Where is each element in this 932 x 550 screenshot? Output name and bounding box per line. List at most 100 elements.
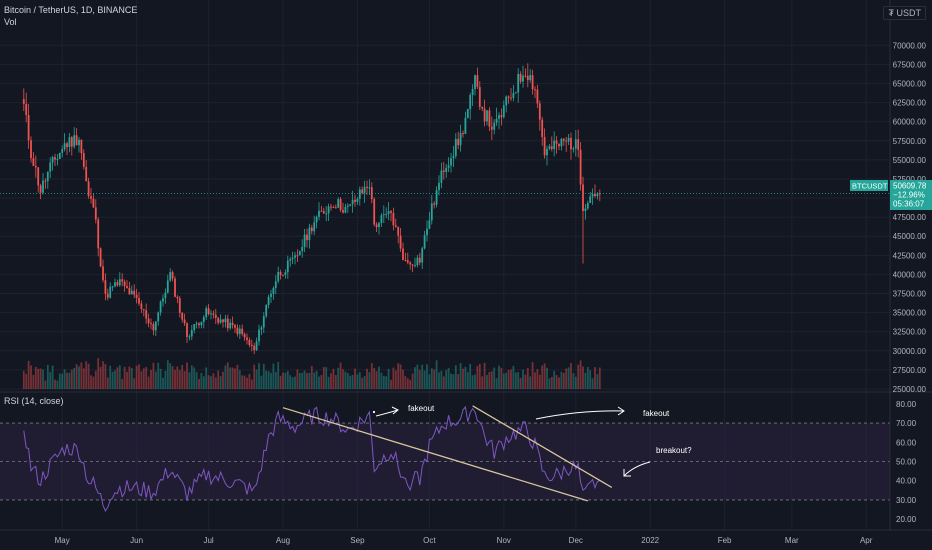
candle-body xyxy=(130,290,133,295)
time-tick-label: Dec xyxy=(569,536,583,545)
volume-bar xyxy=(205,367,208,389)
volume-bar xyxy=(126,371,128,389)
candle-body xyxy=(80,139,83,154)
volume-bar xyxy=(219,376,222,389)
price-tick-label: 35000.00 xyxy=(893,309,927,318)
candle-body xyxy=(142,309,145,311)
volume-bar xyxy=(526,367,529,389)
volume-bar xyxy=(171,366,174,389)
candle-body xyxy=(598,193,601,195)
candle-body xyxy=(510,97,512,99)
volume-bar xyxy=(562,372,565,389)
price-tick-label: 55000.00 xyxy=(893,156,927,165)
candle-body xyxy=(188,336,191,338)
candle-body xyxy=(404,260,407,262)
arrow-icon xyxy=(375,406,399,417)
candle-body xyxy=(68,137,71,148)
volume-bar xyxy=(512,365,515,389)
candle-body xyxy=(572,148,575,150)
annotation-label: fakeout xyxy=(643,409,670,418)
candle-body xyxy=(253,345,256,351)
volume-bar xyxy=(466,372,469,389)
volume-bar xyxy=(488,371,491,389)
volume-bar xyxy=(34,366,37,389)
volume-bar xyxy=(58,373,61,389)
volume-bar xyxy=(267,371,270,389)
candle-body xyxy=(579,149,582,185)
volume-bar xyxy=(596,374,599,389)
candle-body xyxy=(358,189,361,199)
volume-bar xyxy=(42,369,44,389)
volume-bar xyxy=(476,365,479,389)
time-tick-label: Oct xyxy=(423,536,436,545)
volume-bar xyxy=(159,368,162,389)
volume-bar xyxy=(500,367,503,389)
volume-bar xyxy=(303,370,306,389)
volume-bar xyxy=(579,360,582,389)
time-axis-ticks: May Jun Jul Aug Sep Oct Nov Dec 2022 Feb Mar Apr xyxy=(55,536,873,545)
candle-body xyxy=(145,310,148,319)
time-tick-label: May xyxy=(55,536,70,545)
volume-bar xyxy=(577,364,580,389)
volume-bar xyxy=(80,362,83,389)
candle-body xyxy=(116,282,119,286)
volume-bar xyxy=(570,363,572,389)
volume-bar xyxy=(315,370,318,389)
volume-bar xyxy=(582,366,584,389)
volume-bar xyxy=(243,375,246,389)
candle-body xyxy=(416,257,419,266)
arrow-icon xyxy=(535,406,625,420)
candle-body xyxy=(294,255,296,258)
volume-bar xyxy=(250,379,253,389)
volume-bar xyxy=(399,364,402,389)
candle-body xyxy=(32,158,35,166)
candle-body xyxy=(442,170,445,172)
candle-body xyxy=(63,143,66,150)
volume-bar xyxy=(114,370,116,389)
volume-bar xyxy=(186,362,188,389)
volume-bar xyxy=(217,370,220,389)
arrow-icon xyxy=(623,461,651,477)
rsi-tick-label: 40.00 xyxy=(896,477,917,486)
volume-bar xyxy=(548,378,551,389)
price-tick-label: 32500.00 xyxy=(893,328,927,337)
volume-bar xyxy=(565,368,568,389)
candle-body xyxy=(553,140,556,150)
volume-bar xyxy=(519,377,522,389)
volume-bar xyxy=(555,375,558,389)
price-tick-label: 57500.00 xyxy=(893,137,927,146)
candle-body xyxy=(337,199,340,208)
volume-bar xyxy=(447,367,450,389)
candle-body xyxy=(356,198,359,202)
volume-bar xyxy=(109,365,112,389)
candle-body xyxy=(241,328,244,334)
candle-body xyxy=(61,149,64,153)
volume-bar xyxy=(478,363,481,389)
candle-body xyxy=(118,279,121,286)
volume-bar xyxy=(531,362,534,389)
volume-bar xyxy=(63,369,66,389)
volume-bar xyxy=(457,374,460,389)
candle-body xyxy=(459,133,462,146)
candle-body xyxy=(421,248,424,263)
volume-bar xyxy=(291,377,294,389)
candle-body xyxy=(279,272,282,275)
candle-body xyxy=(181,312,184,320)
candle-body xyxy=(548,146,551,149)
currency-selector[interactable]: ₮ USDT xyxy=(883,6,926,20)
volume-bar xyxy=(78,366,80,389)
candle-body xyxy=(577,139,580,150)
volume-bar xyxy=(128,366,131,389)
volume-bar xyxy=(433,369,436,389)
candle-body xyxy=(483,108,486,122)
volume-bar xyxy=(534,372,536,389)
candle-body xyxy=(567,137,570,142)
volume-bar xyxy=(231,367,234,389)
candle-body xyxy=(469,95,472,110)
candle-body xyxy=(248,339,251,345)
candle-body xyxy=(596,193,599,197)
candle-body xyxy=(351,199,354,205)
volume-bar xyxy=(68,372,71,389)
candle-body xyxy=(512,93,515,98)
volume-bar xyxy=(236,364,239,389)
